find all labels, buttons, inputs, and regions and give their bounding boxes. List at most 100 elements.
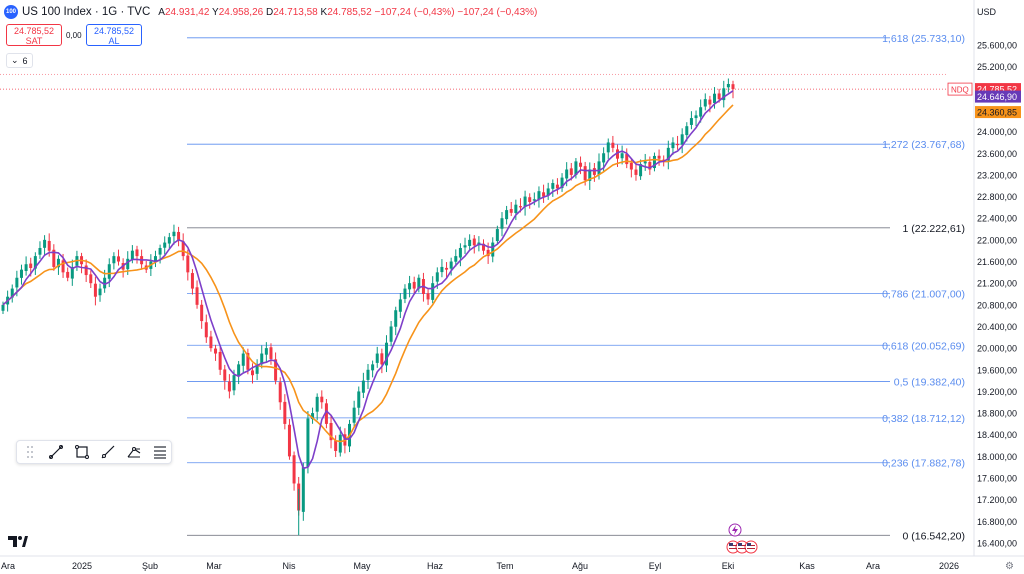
candle-body <box>315 396 319 412</box>
candle-body <box>47 240 51 251</box>
candle-body <box>117 256 121 262</box>
fib-retracement-icon[interactable] <box>151 443 169 461</box>
time-tick-label: Kas <box>799 561 815 571</box>
candle-body <box>177 231 181 240</box>
candle-body <box>639 164 643 177</box>
candle-body <box>126 258 130 270</box>
indicators-toggle[interactable]: ⌄ 6 <box>6 53 33 68</box>
candle-body <box>218 351 222 370</box>
price-tick-label: 25.600,00 <box>977 41 1017 51</box>
candle-body <box>43 239 47 248</box>
candle-body <box>223 369 227 381</box>
tradingview-logo-icon[interactable] <box>8 534 28 553</box>
last-price-badge: 24.785,52 <box>977 85 1017 95</box>
candle-body <box>52 249 56 267</box>
fibonacci-retracement[interactable]: 1,618 (25.733,10) 1,272 (23.767,68) 1 (22.… <box>187 33 965 543</box>
candle-body <box>352 407 356 423</box>
candle-body <box>509 209 513 213</box>
candle-body <box>153 256 157 263</box>
time-tick-label: Haz <box>427 561 444 571</box>
candle-body <box>163 242 167 248</box>
fib-level-label: 0,786 (21.007,00) <box>882 289 965 301</box>
fib-level-label: 0,618 (20.052,69) <box>882 340 965 352</box>
symbol-tag-bg <box>947 82 973 96</box>
ma-fast-badge-bg <box>975 90 1021 103</box>
candle-body <box>643 161 647 164</box>
drawing-toolbar <box>16 440 172 464</box>
candle-body <box>237 364 241 376</box>
price-tick-label: 17.200,00 <box>977 495 1017 505</box>
buy-button[interactable]: 24.785,52 AL <box>86 24 142 46</box>
candle-body <box>426 293 430 300</box>
symbol-logo-icon[interactable]: 100 <box>4 5 18 19</box>
ma-fast-badge: 24.646,90 <box>977 92 1017 102</box>
price-tick-label: 25.200,00 <box>977 62 1017 72</box>
lightning-event-icon[interactable] <box>728 523 742 542</box>
candle-body <box>560 177 564 189</box>
candle-body <box>264 348 268 355</box>
candle-body <box>685 126 689 136</box>
candle-body <box>597 161 601 175</box>
candle-body <box>98 288 102 296</box>
ohlc-readout: A24.931,42 Y24.958,26 D24.713,58 K24.785… <box>158 6 538 18</box>
candle-body <box>500 218 504 229</box>
economic-events-flags-icon[interactable] <box>725 540 761 559</box>
candle-body <box>505 210 509 220</box>
candle-body <box>588 169 592 181</box>
time-tick-label: Eki <box>722 561 735 571</box>
candle-body <box>33 256 37 269</box>
symbol-title[interactable]: US 100 Index · 1G · TVC <box>22 6 151 18</box>
candle-body <box>583 166 587 181</box>
indicator-count: 6 <box>22 55 28 66</box>
candle-body <box>10 288 14 298</box>
candle-body <box>440 266 444 273</box>
price-tick-label: 23.600,00 <box>977 149 1017 159</box>
candle-body <box>250 370 254 376</box>
price-tick-label: 16.400,00 <box>977 539 1017 549</box>
time-axis[interactable]: Ara 2025 Şub Mar Nis May Haz Tem Ağu Eyl Eki Kas Ara… <box>0 555 1024 571</box>
candle-body <box>666 147 670 161</box>
candle-body <box>574 161 578 176</box>
candle-body <box>482 243 486 251</box>
currency-label[interactable]: USD <box>977 7 997 17</box>
candle-body <box>380 353 384 365</box>
price-axis[interactable]: 25.600,00 25.200,00 24.000,00 23.600,00 23.2… <box>973 0 1017 556</box>
candle-body <box>186 255 190 273</box>
candle-body <box>15 277 19 288</box>
candle-body <box>89 274 93 284</box>
candle-body <box>528 197 532 202</box>
drag-handle-icon[interactable] <box>21 443 39 461</box>
gear-icon[interactable]: ⚙ <box>1005 561 1014 572</box>
pitchfork-icon[interactable] <box>125 443 143 461</box>
candle-body <box>532 199 536 201</box>
price-tick-label: 20.400,00 <box>977 322 1017 332</box>
candle-body <box>625 154 629 165</box>
candle-body <box>292 455 296 484</box>
candle-body <box>537 191 541 200</box>
time-tick-label: Tem <box>496 561 513 571</box>
candle-body <box>311 413 315 420</box>
price-tick-label: 20.800,00 <box>977 300 1017 310</box>
candle-body <box>324 403 328 424</box>
moving-average-fast <box>2 90 734 470</box>
ray-icon[interactable] <box>99 443 117 461</box>
candle-body <box>555 184 559 189</box>
candle-body <box>676 143 680 146</box>
candle-body <box>713 93 717 104</box>
candle-body <box>260 353 264 365</box>
price-tick-label: 19.200,00 <box>977 387 1017 397</box>
sell-button[interactable]: 24.785,52 SAT <box>6 24 62 46</box>
candle-body <box>602 153 606 163</box>
candle-body <box>652 155 656 169</box>
trend-line-icon[interactable] <box>47 443 65 461</box>
candle-body <box>458 247 462 258</box>
candle-body <box>1 304 5 311</box>
candle-body <box>611 142 615 148</box>
candle-body <box>449 261 453 269</box>
candle-body <box>606 142 610 153</box>
price-tick-label: 16.800,00 <box>977 517 1017 527</box>
candle-body <box>112 256 116 264</box>
candlestick-series <box>1 78 735 536</box>
rectangle-icon[interactable] <box>73 443 91 461</box>
